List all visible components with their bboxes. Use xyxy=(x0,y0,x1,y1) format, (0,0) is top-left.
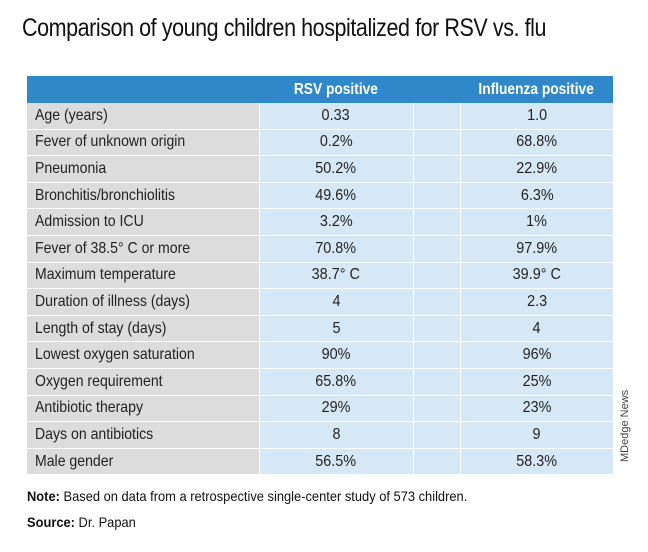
row-label: Days on antibiotics xyxy=(27,421,259,449)
influenza-value: 6.3% xyxy=(459,182,613,210)
rsv-value: 38.7° C xyxy=(258,262,413,290)
rsv-value: 56.5% xyxy=(258,448,413,476)
row-label: Fever of unknown origin xyxy=(27,129,259,157)
rsv-value: 4 xyxy=(258,288,413,316)
table-row: Length of stay (days) 5 4 xyxy=(27,315,613,343)
influenza-value: 9 xyxy=(459,421,613,449)
influenza-value: 1% xyxy=(459,208,613,236)
chart-title: Comparison of young children hospitalize… xyxy=(22,14,547,42)
table-row: Fever of unknown origin 0.2% 68.8% xyxy=(27,129,613,157)
table-row: Antibiotic therapy 29% 23% xyxy=(27,395,613,423)
spacer-cell xyxy=(412,288,460,316)
source-body: Dr. Papan xyxy=(74,514,136,530)
rsv-value: 0.2% xyxy=(258,129,413,157)
table-body: Age (years) 0.33 1.0 Fever of unknown origi… xyxy=(27,103,613,476)
row-label: Maximum temperature xyxy=(27,262,259,290)
spacer-cell xyxy=(412,341,460,369)
rsv-value: 70.8% xyxy=(258,235,413,263)
rsv-value: 65.8% xyxy=(258,368,413,396)
row-label: Antibiotic therapy xyxy=(27,395,259,423)
spacer-cell xyxy=(412,182,460,210)
table-header-row: RSV positive Influenza positive xyxy=(27,76,613,103)
table-row: Bronchitis/bronchiolitis 49.6% 6.3% xyxy=(27,182,613,210)
rsv-value: 5 xyxy=(258,315,413,343)
table-row: Fever of 38.5° C or more 70.8% 97.9% xyxy=(27,235,613,263)
source-label: Source: xyxy=(27,514,75,530)
table-row: Age (years) 0.33 1.0 xyxy=(27,103,613,130)
credit-text: MDedge News xyxy=(619,389,631,462)
row-label: Pneumonia xyxy=(27,155,259,183)
rsv-value: 0.33 xyxy=(258,103,413,130)
rsv-value: 90% xyxy=(258,341,413,369)
influenza-value: 4 xyxy=(459,315,613,343)
spacer-cell xyxy=(412,262,460,290)
rsv-value: 3.2% xyxy=(258,208,413,236)
influenza-value: 96% xyxy=(459,341,613,369)
spacer-cell xyxy=(412,315,460,343)
spacer-cell xyxy=(412,103,460,130)
table-row: Male gender 56.5% 58.3% xyxy=(27,448,613,476)
table-row: Days on antibiotics 8 9 xyxy=(27,421,613,449)
header-influenza: Influenza positive xyxy=(460,76,613,103)
influenza-value: 23% xyxy=(459,395,613,423)
header-rsv: RSV positive xyxy=(259,76,413,103)
row-label: Fever of 38.5° C or more xyxy=(27,235,259,263)
row-label: Male gender xyxy=(27,448,259,476)
row-label: Admission to ICU xyxy=(27,208,259,236)
table-row: Pneumonia 50.2% 22.9% xyxy=(27,155,613,183)
spacer-cell xyxy=(412,368,460,396)
influenza-value: 68.8% xyxy=(459,129,613,157)
note-label: Note: xyxy=(27,488,60,504)
influenza-value: 1.0 xyxy=(459,103,613,130)
row-label: Length of stay (days) xyxy=(27,315,259,343)
table-row: Oxygen requirement 65.8% 25% xyxy=(27,368,613,396)
rsv-value: 50.2% xyxy=(258,155,413,183)
row-label: Duration of illness (days) xyxy=(27,288,259,316)
row-label: Oxygen requirement xyxy=(27,368,259,396)
rsv-value: 8 xyxy=(258,421,413,449)
influenza-value: 2.3 xyxy=(459,288,613,316)
row-label: Lowest oxygen saturation xyxy=(27,341,259,369)
header-gap xyxy=(413,76,460,103)
comparison-table: RSV positive Influenza positive Age (yea… xyxy=(27,76,613,476)
row-label: Bronchitis/bronchiolitis xyxy=(27,182,259,210)
note-text: Note: Based on data from a retrospective… xyxy=(27,488,467,504)
influenza-value: 22.9% xyxy=(459,155,613,183)
influenza-value: 25% xyxy=(459,368,613,396)
spacer-cell xyxy=(412,208,460,236)
table-row: Lowest oxygen saturation 90% 96% xyxy=(27,341,613,369)
row-label: Age (years) xyxy=(27,103,259,130)
influenza-value: 39.9° C xyxy=(459,262,613,290)
influenza-value: 58.3% xyxy=(459,448,613,476)
spacer-cell xyxy=(412,395,460,423)
rsv-value: 49.6% xyxy=(258,182,413,210)
table-row: Admission to ICU 3.2% 1% xyxy=(27,208,613,236)
spacer-cell xyxy=(412,155,460,183)
table-row: Maximum temperature 38.7° C 39.9° C xyxy=(27,262,613,290)
note-body: Based on data from a retrospective singl… xyxy=(59,488,468,504)
spacer-cell xyxy=(412,235,460,263)
spacer-cell xyxy=(412,448,460,476)
header-label-column xyxy=(27,76,259,103)
rsv-value: 29% xyxy=(258,395,413,423)
table-row: Duration of illness (days) 4 2.3 xyxy=(27,288,613,316)
influenza-value: 97.9% xyxy=(459,235,613,263)
spacer-cell xyxy=(412,129,460,157)
spacer-cell xyxy=(412,421,460,449)
source-text: Source: Dr. Papan xyxy=(27,514,136,530)
